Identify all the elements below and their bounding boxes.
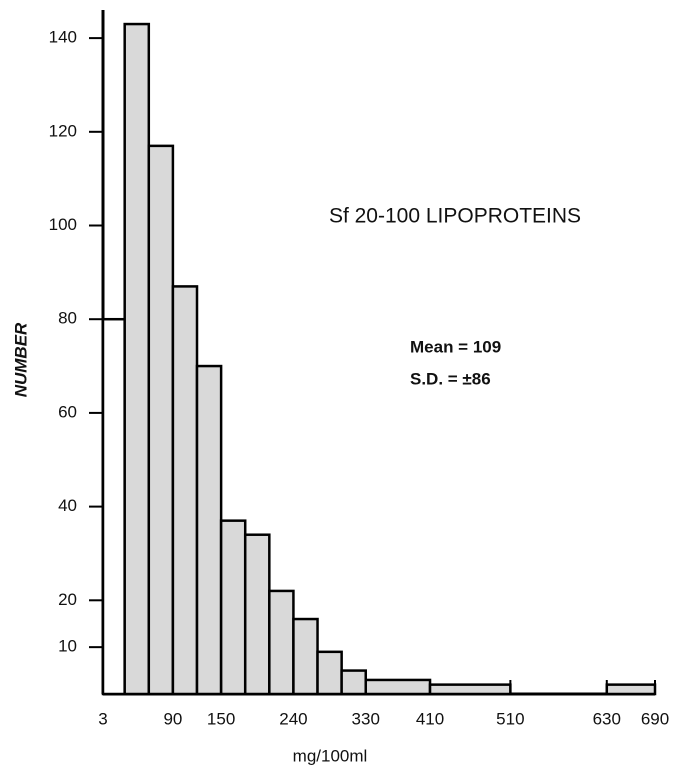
y-tick-label: 60	[58, 402, 77, 421]
x-tick-label: 410	[416, 709, 444, 728]
x-tick-label: 630	[593, 709, 621, 728]
bar	[219, 519, 247, 696]
bar	[292, 617, 319, 696]
x-tick-label: 150	[207, 709, 235, 728]
bar	[171, 285, 199, 696]
x-tick-label: 3	[98, 709, 107, 728]
y-tick-label: 140	[49, 28, 77, 47]
x-tick-label: 90	[163, 709, 182, 728]
bar	[364, 678, 432, 696]
bar	[101, 317, 126, 696]
y-tick-label: 100	[49, 215, 77, 234]
annotation: Mean = 109	[410, 337, 501, 356]
bar	[340, 669, 367, 696]
x-tick-label: 510	[496, 709, 524, 728]
bar	[268, 589, 295, 696]
y-tick-label: 40	[58, 496, 77, 515]
x-tick-label: 330	[352, 709, 380, 728]
y-tick-label: 10	[58, 637, 77, 656]
bar	[316, 650, 343, 696]
annotation: S.D. = ±86	[410, 369, 491, 388]
bar	[428, 683, 512, 696]
bar	[195, 364, 223, 696]
x-tick-label: 690	[641, 709, 669, 728]
x-axis-label: mg/100ml	[293, 746, 368, 765]
y-tick-label: 120	[49, 121, 77, 140]
y-tick-label: 20	[58, 590, 77, 609]
bar	[243, 533, 271, 696]
y-tick-label: 80	[58, 309, 77, 328]
bar	[605, 683, 657, 696]
x-tick-label: 240	[279, 709, 307, 728]
bar	[147, 144, 175, 696]
bar	[123, 22, 151, 696]
y-axis-label: NUMBER	[11, 322, 30, 397]
chart-title: Sf 20-100 LIPOPROTEINS	[329, 205, 581, 228]
